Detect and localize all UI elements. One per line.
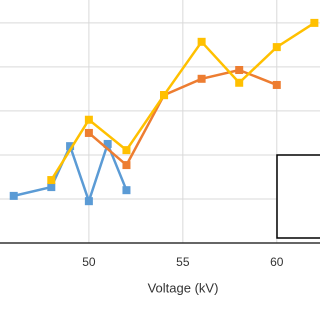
- marker: [272, 80, 281, 89]
- marker: [84, 197, 93, 206]
- marker: [9, 191, 18, 200]
- marker: [235, 78, 244, 87]
- marker: [84, 128, 93, 137]
- x-tick-label: 60: [270, 255, 284, 269]
- marker: [272, 43, 281, 52]
- legend-box: [276, 154, 320, 239]
- marker: [160, 91, 169, 100]
- marker: [310, 18, 319, 27]
- marker: [47, 176, 56, 185]
- marker: [122, 146, 131, 155]
- marker: [122, 186, 131, 195]
- x-tick-label: 55: [176, 255, 190, 269]
- x-axis-label: Voltage (kV): [148, 280, 219, 295]
- marker: [66, 142, 75, 151]
- marker: [47, 183, 56, 192]
- series-line: [88, 68, 278, 168]
- marker: [197, 37, 206, 46]
- series-line: [50, 21, 316, 181]
- series-line: [13, 140, 128, 206]
- marker: [103, 139, 112, 148]
- marker: [84, 115, 93, 124]
- x-tick-label: 50: [82, 255, 96, 269]
- marker: [235, 65, 244, 74]
- marker: [122, 161, 131, 170]
- marker: [197, 74, 206, 83]
